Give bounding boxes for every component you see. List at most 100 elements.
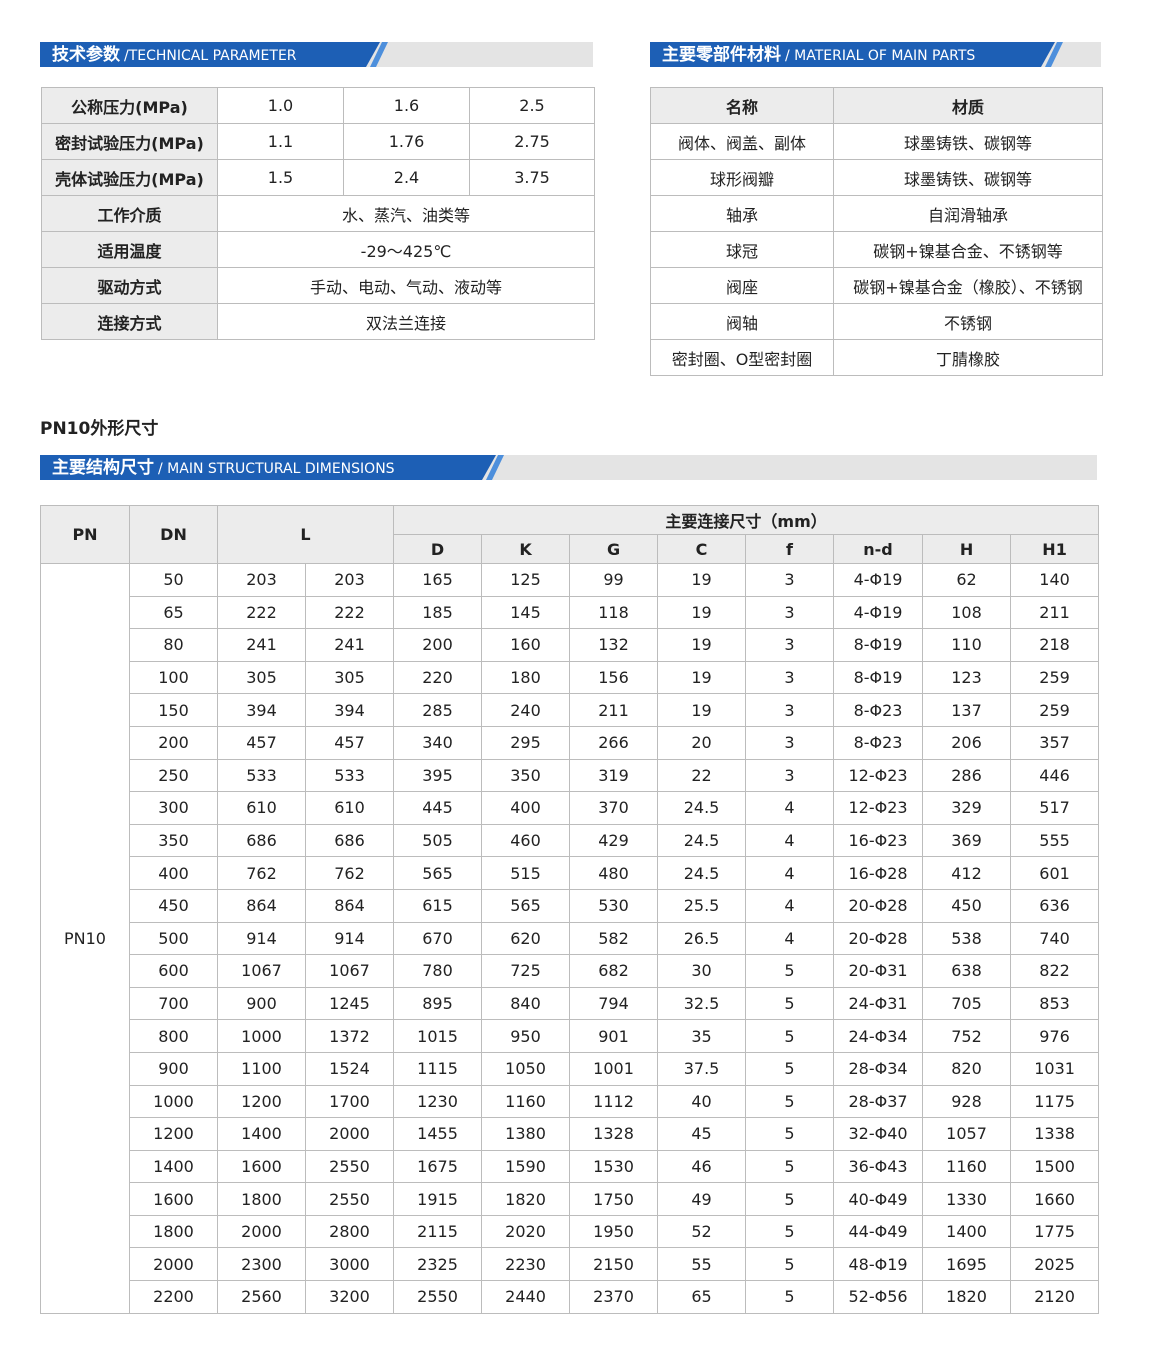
header-cell: n-d bbox=[833, 534, 924, 564]
table-row: 壳体试验压力(MPa) 1.5 2.4 3.75 bbox=[41, 159, 595, 196]
cell: 4 bbox=[745, 791, 835, 825]
cell: 16-Φ23 bbox=[833, 823, 924, 858]
cell: 水、蒸汽、油类等 bbox=[217, 195, 595, 232]
cell: 200 bbox=[129, 725, 218, 760]
cell: 1380 bbox=[481, 1117, 571, 1151]
cell: 19 bbox=[657, 595, 747, 630]
cell: 19 bbox=[657, 563, 747, 597]
table-row: 密封试验压力(MPa) 1.1 1.76 2.75 bbox=[41, 123, 595, 160]
cell: 2115 bbox=[393, 1214, 483, 1249]
cell: 286 bbox=[922, 758, 1012, 793]
cell: 901 bbox=[569, 1019, 659, 1053]
cell: 2025 bbox=[1010, 1247, 1100, 1282]
cell: 515 bbox=[481, 856, 571, 890]
table-row: 1200 1400 2000 1455 1380 1328 45 5 32-Φ40 1057 133… bbox=[41, 1117, 1100, 1151]
table-row: 450 864 864 615 565 530 25.5 4 20-Φ28 450 636 bbox=[41, 888, 1100, 923]
cell: 2000 bbox=[217, 1214, 306, 1249]
cell: 4-Φ19 bbox=[833, 595, 924, 630]
cell: 1820 bbox=[481, 1182, 571, 1216]
cell: 1.1 bbox=[217, 123, 344, 160]
cell: 5 bbox=[745, 1117, 835, 1151]
cell: 52-Φ56 bbox=[833, 1280, 924, 1314]
cell: 19 bbox=[657, 693, 747, 727]
section-title: PN10外形尺寸 bbox=[40, 419, 159, 439]
cell: 203 bbox=[217, 563, 306, 597]
cell: 80 bbox=[129, 628, 218, 662]
cell: 517 bbox=[1010, 791, 1100, 825]
row-label: 密封试验压力(MPa) bbox=[41, 123, 218, 160]
cell: 3 bbox=[745, 595, 835, 630]
cell: 20 bbox=[657, 725, 747, 760]
cell: 266 bbox=[569, 725, 659, 760]
cell: 碳钢+镍基合金、不锈钢等 bbox=[833, 231, 1103, 268]
cell: 3000 bbox=[304, 1247, 395, 1282]
cell: 8-Φ19 bbox=[833, 628, 924, 662]
cell: 2560 bbox=[217, 1280, 306, 1314]
cell: 950 bbox=[481, 1019, 571, 1053]
cell: 610 bbox=[304, 791, 395, 825]
cell: 1915 bbox=[393, 1182, 483, 1216]
cell: 2020 bbox=[481, 1214, 571, 1249]
row-label: 适用温度 bbox=[41, 231, 218, 268]
cell: 538 bbox=[922, 921, 1012, 956]
cell: 895 bbox=[393, 986, 483, 1021]
cell: 820 bbox=[922, 1051, 1012, 1086]
cell: 1015 bbox=[393, 1019, 483, 1053]
cell: 球形阀瓣 bbox=[650, 159, 834, 196]
cell: 140 bbox=[1010, 563, 1100, 597]
cell: 5 bbox=[745, 1247, 835, 1282]
cell: 3.75 bbox=[469, 159, 595, 196]
cell: 794 bbox=[569, 986, 659, 1021]
cell: 阀座 bbox=[650, 267, 834, 304]
header-cell: f bbox=[745, 534, 835, 564]
cell: 1600 bbox=[217, 1149, 306, 1184]
cell: 1067 bbox=[304, 954, 395, 988]
cell: 2800 bbox=[304, 1214, 395, 1249]
table-row: 公称压力(MPa) 1.0 1.6 2.5 bbox=[41, 87, 595, 124]
cell: 340 bbox=[393, 725, 483, 760]
cell: 150 bbox=[129, 693, 218, 727]
cell: 450 bbox=[129, 888, 218, 923]
cell: 2370 bbox=[569, 1280, 659, 1314]
cell: 4-Φ19 bbox=[833, 563, 924, 597]
table-row: 150 394 394 285 240 211 19 3 8-Φ23 137 259 bbox=[41, 693, 1100, 727]
cell: 250 bbox=[129, 758, 218, 793]
cell: 305 bbox=[304, 660, 395, 695]
cell: 2000 bbox=[304, 1117, 395, 1151]
cell: 2550 bbox=[304, 1182, 395, 1216]
cell: 160 bbox=[481, 628, 571, 662]
cell: 457 bbox=[217, 725, 306, 760]
row-label: 公称压力(MPa) bbox=[41, 87, 218, 124]
cell: 1750 bbox=[569, 1182, 659, 1216]
banner-title: 技术参数 bbox=[52, 45, 120, 65]
cell: 1590 bbox=[481, 1149, 571, 1184]
cell: 1530 bbox=[569, 1149, 659, 1184]
cell: 740 bbox=[1010, 921, 1100, 956]
cell: 329 bbox=[922, 791, 1012, 825]
cell: 4 bbox=[745, 921, 835, 956]
cell: 1.6 bbox=[343, 87, 470, 124]
cell: 200 bbox=[393, 628, 483, 662]
cell: 156 bbox=[569, 660, 659, 695]
cell: 1524 bbox=[304, 1051, 395, 1086]
cell: 1175 bbox=[1010, 1084, 1100, 1119]
cell: 800 bbox=[129, 1019, 218, 1053]
banner-label: 主要结构尺寸 / MAIN STRUCTURAL DIMENSIONS bbox=[40, 455, 496, 480]
cell: 3 bbox=[745, 758, 835, 793]
cell: 12-Φ23 bbox=[833, 758, 924, 793]
cell: 37.5 bbox=[657, 1051, 747, 1086]
cell: 615 bbox=[393, 888, 483, 923]
cell: 636 bbox=[1010, 888, 1100, 923]
cell: 45 bbox=[657, 1117, 747, 1151]
table-row: 驱动方式 手动、电动、气动、液动等 bbox=[41, 267, 595, 304]
cell: 582 bbox=[569, 921, 659, 956]
cell: 864 bbox=[217, 888, 306, 923]
banner-subtitle: /TECHNICAL PARAMETER bbox=[124, 48, 297, 64]
cell: 132 bbox=[569, 628, 659, 662]
cell: 44-Φ49 bbox=[833, 1214, 924, 1249]
cell: 460 bbox=[481, 823, 571, 858]
cell: 1330 bbox=[922, 1182, 1012, 1216]
cell: 319 bbox=[569, 758, 659, 793]
cell: 2.4 bbox=[343, 159, 470, 196]
